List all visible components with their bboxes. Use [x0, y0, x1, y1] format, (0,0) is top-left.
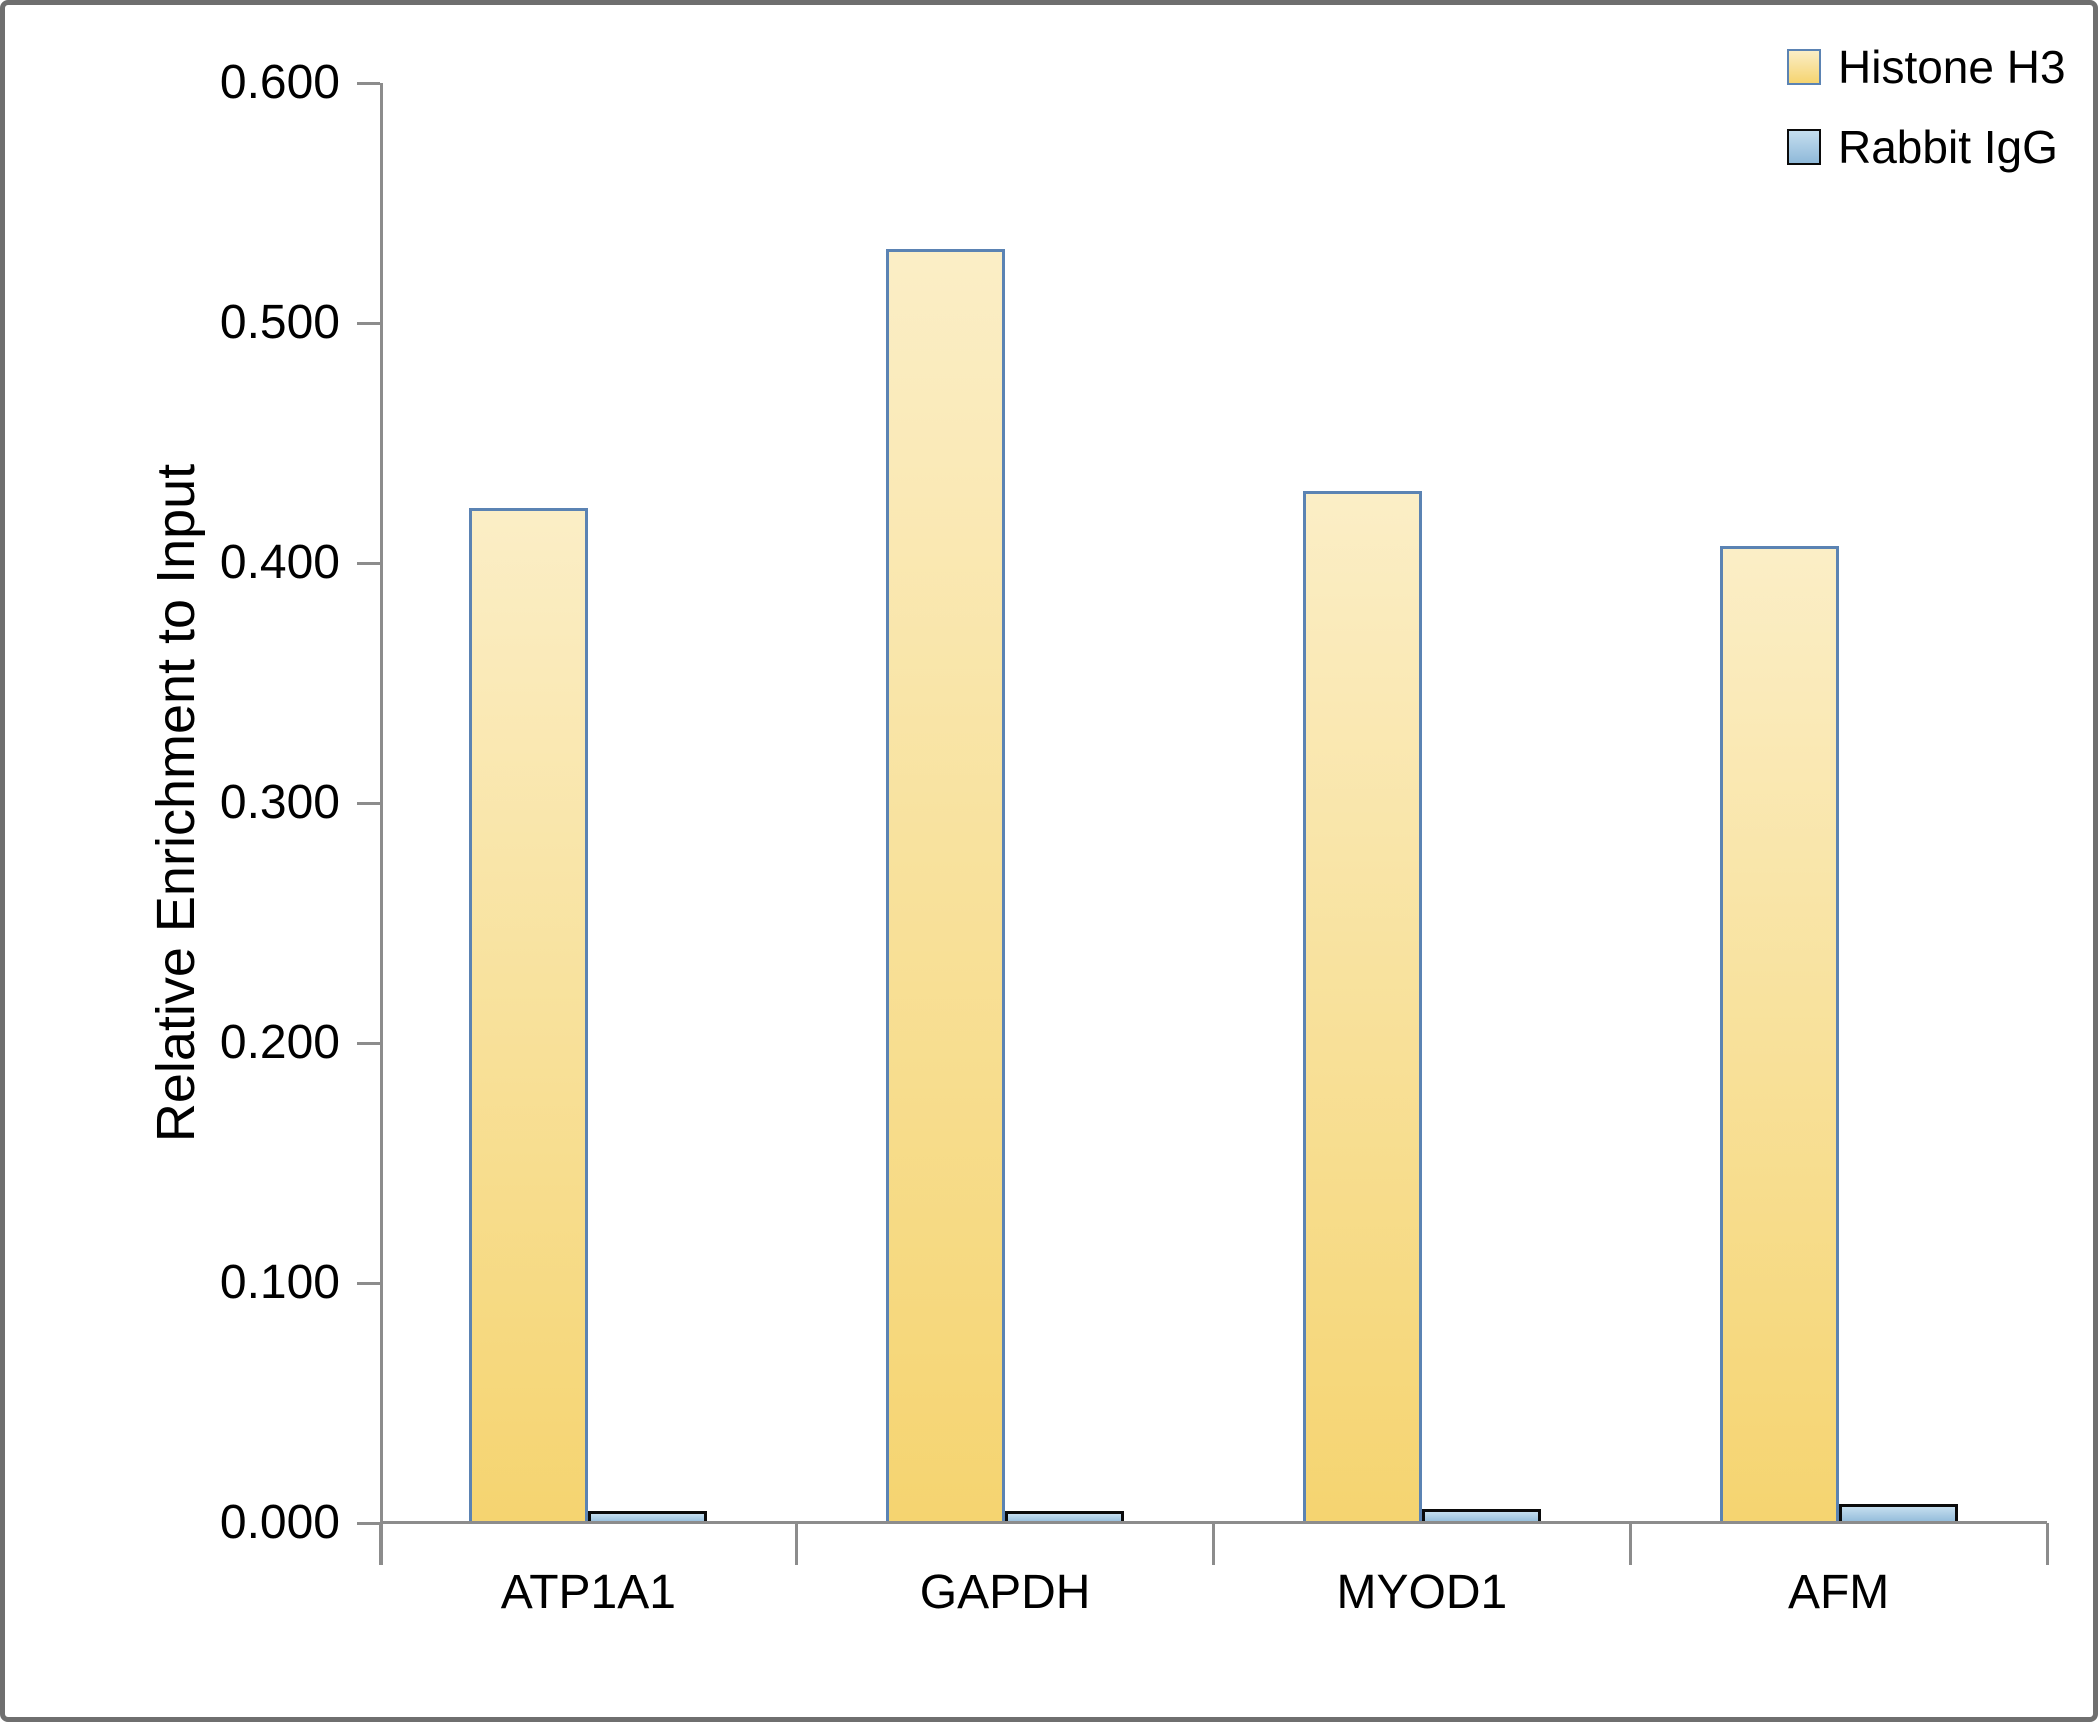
bar-histone-h3-atp1a1	[469, 507, 589, 1523]
y-tick-label: 0.200	[219, 1016, 340, 1069]
x-category-label-afm: AFM	[1787, 1566, 1890, 1619]
y-tick-mark	[357, 321, 380, 325]
y-tick-label: 0.100	[219, 1256, 340, 1309]
x-tick-mark	[1212, 1523, 1215, 1565]
x-axis-line	[380, 1521, 2047, 1524]
x-tick-mark	[1628, 1523, 1632, 1565]
legend-swatch-rabbit-igg-icon	[1787, 129, 1821, 165]
bar-histone-h3-gapdh	[886, 248, 1006, 1523]
y-tick-mark	[357, 801, 380, 805]
x-tick-mark	[2045, 1523, 2049, 1565]
y-tick-label: 0.000	[219, 1496, 340, 1549]
legend-swatch-histone-h3-icon	[1787, 49, 1821, 85]
bar-histone-h3-afm	[1719, 546, 1839, 1523]
x-category-label-myod1: MYOD1	[1336, 1566, 1508, 1619]
x-tick-mark	[795, 1523, 799, 1565]
y-tick-mark	[357, 1281, 380, 1285]
bar-histone-h3-myod1	[1302, 491, 1422, 1523]
x-category-label-gapdh: GAPDH	[919, 1566, 1091, 1619]
y-tick-label: 0.600	[219, 56, 340, 109]
bar-rabbit-igg-atp1a1	[588, 1511, 708, 1523]
y-tick-mark	[357, 1521, 380, 1525]
x-tick-mark	[378, 1523, 382, 1565]
y-axis-title: Relative Enrichment to Input	[146, 463, 206, 1143]
y-axis-line	[380, 83, 383, 1565]
y-tick-label: 0.400	[219, 536, 340, 589]
bar-rabbit-igg-afm	[1838, 1503, 1958, 1523]
x-category-label-atp1a1: ATP1A1	[500, 1566, 676, 1619]
y-tick-mark	[357, 1041, 380, 1045]
bar-rabbit-igg-gapdh	[1005, 1511, 1125, 1523]
legend-label-histone-h3: Histone H3	[1838, 41, 2066, 93]
y-tick-mark	[357, 81, 380, 85]
legend: Histone H3 Rabbit IgG	[1787, 41, 2066, 173]
bar-rabbit-igg-myod1	[1421, 1508, 1541, 1523]
y-tick-label: 0.300	[219, 776, 340, 829]
y-tick-label: 0.500	[219, 296, 340, 349]
legend-item-histone-h3: Histone H3	[1787, 41, 2066, 93]
legend-item-rabbit-igg: Rabbit IgG	[1787, 121, 2066, 173]
y-tick-mark	[357, 561, 380, 565]
legend-label-rabbit-igg: Rabbit IgG	[1838, 121, 2058, 173]
